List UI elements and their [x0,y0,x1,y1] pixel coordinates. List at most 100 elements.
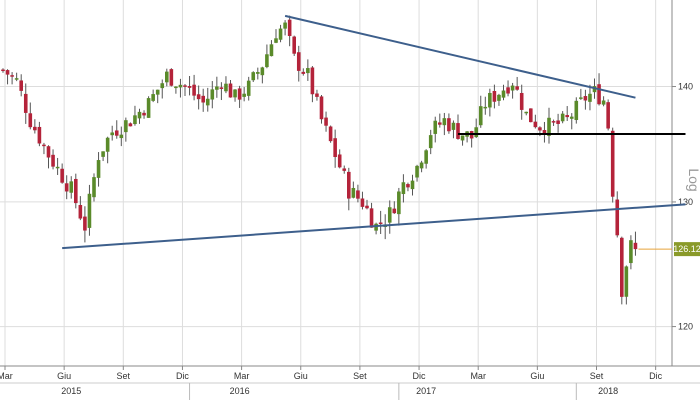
candle-body [337,154,342,168]
candle-body [142,112,146,116]
candle-body [406,184,410,188]
candle-body [601,100,606,105]
candle-body [588,93,592,102]
candle-body [428,135,433,149]
candle-body [356,190,360,199]
candle-body [324,117,328,126]
candle-body [542,130,547,135]
x-tick-label: Giu [530,371,544,381]
candle-body [456,123,460,139]
candle-body [415,165,419,178]
candle-body [192,84,196,96]
candle-body [124,120,128,133]
candle-body [392,208,397,214]
candle-body [251,72,256,81]
candle-body [342,168,347,171]
candle-body [83,216,87,231]
candle-body [228,83,233,98]
candle-body [165,71,169,83]
candle-body [114,130,119,136]
candle-body [205,98,210,106]
candle-body [369,208,374,228]
candle-body [224,83,228,92]
candle-body [360,198,365,207]
candle-body [46,146,51,158]
candle-body [51,154,55,167]
candle-body [1,69,5,72]
candle-body [78,205,83,219]
y-tick-label: 140 [678,82,693,92]
candle-body [37,126,42,144]
candle-body [624,266,629,297]
candle-body [433,120,438,134]
candle-body [133,115,137,125]
x-tick-label: Giu [57,371,71,381]
candle-body [583,96,588,101]
candle-body [5,70,10,75]
candle-body [242,93,246,97]
candle-body [424,150,428,164]
candle-body [269,44,274,57]
candle-body [219,87,224,89]
candle-body [42,144,46,147]
candle-body [237,88,242,100]
x-tick-label: Dic [649,371,662,381]
candle-body [215,86,219,90]
candle-body [579,97,583,99]
y-axis-title: Log [686,168,700,191]
candle-body [397,191,401,215]
candle-body [451,122,456,130]
x-tick-label: Mar [0,371,13,381]
candle-body [538,127,542,131]
candle-body [60,168,64,183]
candle-body [574,100,579,121]
candle-body [629,240,633,264]
candle-body [196,94,201,100]
candle-body [146,98,151,118]
candle-body [378,222,383,225]
candle-body [64,183,69,192]
candle-body [87,193,92,228]
candle-body [96,160,101,178]
candle-body [315,93,319,97]
candle-body [155,89,160,95]
candle-body [74,178,78,204]
candle-body [401,182,406,195]
x-tick-label: Dic [176,371,189,381]
candle-body [410,180,415,190]
candle-body [274,38,278,43]
candle-body [438,122,442,125]
candle-body [151,94,155,101]
year-label: 2018 [598,386,618,396]
x-tick-label: Dic [413,371,426,381]
candle-body [137,111,142,119]
candle-body [310,67,315,95]
candle-body [292,36,296,54]
candle-body [533,121,538,128]
candle-body [69,181,74,193]
candle-body [55,166,60,169]
x-tick-label: Mar [470,371,486,381]
candle-body [610,130,615,197]
trendline-lower-support [62,203,686,250]
candle-body [565,115,569,118]
x-tick-label: Set [117,371,131,381]
candle-body [515,86,519,90]
candle-body [19,80,23,91]
candle-body [615,199,620,236]
candle-body [265,54,269,68]
candle-body [28,113,33,128]
candle-body [351,187,356,198]
year-label: 2015 [61,386,81,396]
candle-body [442,118,447,126]
candle-body [287,19,292,36]
candle-body [483,106,488,109]
candle-body [606,102,610,129]
candle-body [387,207,392,223]
candle-body [569,116,574,119]
candle-body [183,85,187,87]
candle-body [510,85,515,91]
candle-body [260,67,265,76]
